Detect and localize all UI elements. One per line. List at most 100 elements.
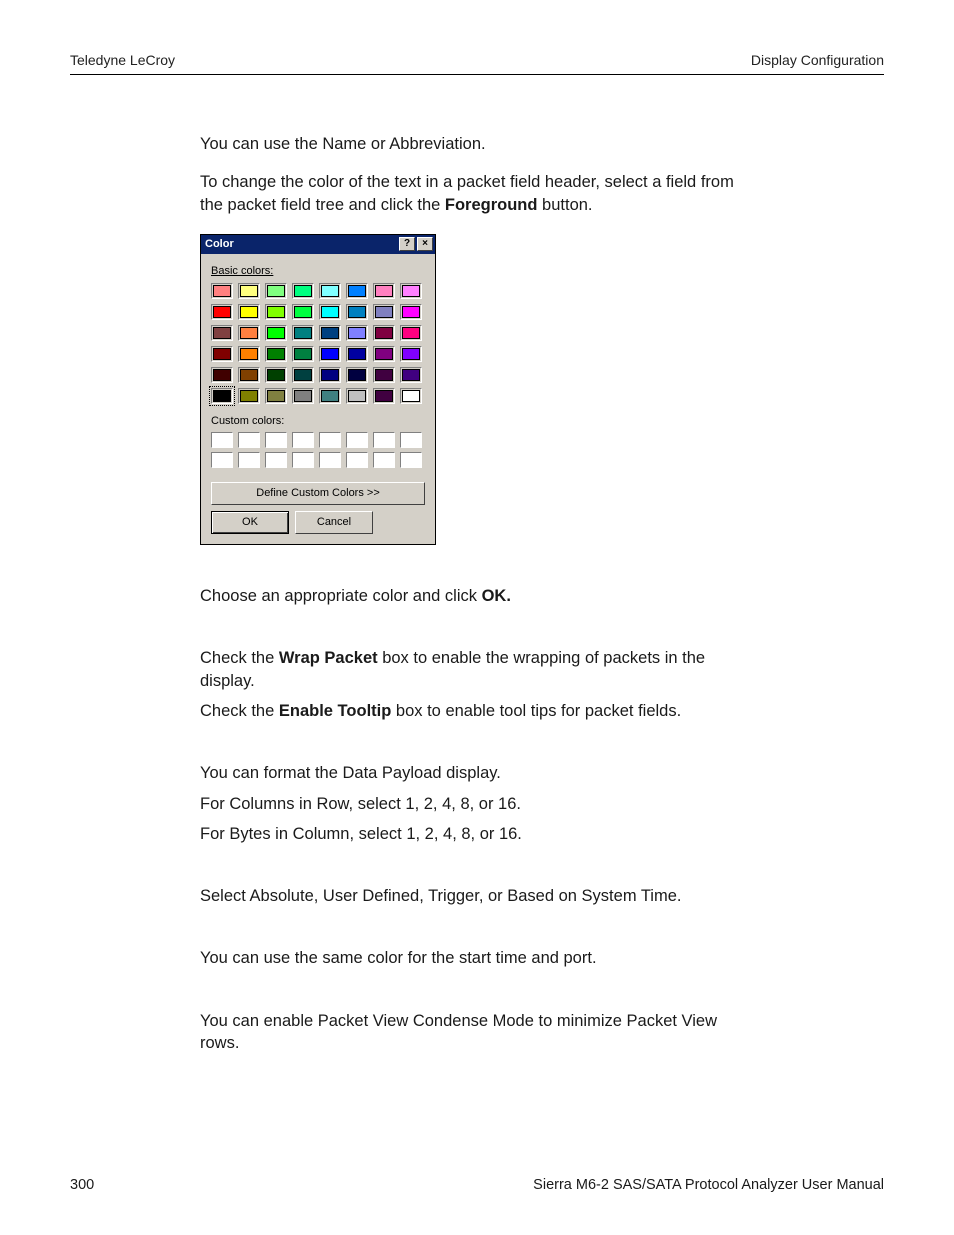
color-swatch[interactable]	[373, 283, 395, 299]
custom-color-swatch[interactable]	[346, 432, 368, 448]
color-swatch[interactable]	[346, 283, 368, 299]
paragraph: You can use the Name or Abbreviation.	[200, 133, 760, 155]
basic-colors-label: Basic colors:	[211, 264, 425, 279]
custom-color-swatch[interactable]	[346, 452, 368, 468]
custom-color-swatch[interactable]	[319, 452, 341, 468]
custom-color-swatch[interactable]	[373, 432, 395, 448]
color-swatch[interactable]	[265, 325, 287, 341]
text: Choose an appropriate color and click	[200, 587, 482, 605]
custom-color-swatch[interactable]	[265, 452, 287, 468]
text: box to enable tool tips for packet field…	[391, 702, 681, 720]
paragraph: To change the color of the text in a pac…	[200, 171, 760, 216]
color-swatch[interactable]	[319, 304, 341, 320]
color-swatch[interactable]	[292, 367, 314, 383]
bold-text: OK.	[482, 587, 511, 605]
paragraph: You can enable Packet View Condense Mode…	[200, 1010, 760, 1055]
bold-text: Enable Tooltip	[279, 702, 391, 720]
color-swatch[interactable]	[292, 388, 314, 404]
custom-color-swatch[interactable]	[373, 452, 395, 468]
color-swatch[interactable]	[211, 346, 233, 362]
color-swatch[interactable]	[265, 388, 287, 404]
color-swatch[interactable]	[265, 283, 287, 299]
color-swatch[interactable]	[400, 367, 422, 383]
color-swatch[interactable]	[319, 388, 341, 404]
color-swatch[interactable]	[400, 346, 422, 362]
color-swatch[interactable]	[211, 304, 233, 320]
paragraph: Check the Wrap Packet box to enable the …	[200, 647, 760, 692]
header-left: Teledyne LeCroy	[70, 52, 175, 68]
color-swatch[interactable]	[346, 304, 368, 320]
color-swatch[interactable]	[211, 283, 233, 299]
paragraph: For Columns in Row, select 1, 2, 4, 8, o…	[200, 793, 760, 815]
ok-button[interactable]: OK	[211, 511, 289, 534]
titlebar-buttons: ? ×	[397, 237, 433, 251]
paragraph: Choose an appropriate color and click OK…	[200, 585, 760, 607]
color-swatch[interactable]	[292, 283, 314, 299]
color-swatch[interactable]	[211, 367, 233, 383]
color-swatch[interactable]	[400, 283, 422, 299]
paragraph: For Bytes in Column, select 1, 2, 4, 8, …	[200, 823, 760, 845]
text: button.	[537, 196, 592, 214]
paragraph: You can format the Data Payload display.	[200, 762, 760, 784]
color-swatch[interactable]	[292, 346, 314, 362]
color-swatch[interactable]	[238, 304, 260, 320]
color-swatch[interactable]	[346, 388, 368, 404]
custom-color-swatch[interactable]	[211, 452, 233, 468]
color-swatch[interactable]	[238, 346, 260, 362]
page-number: 300	[70, 1177, 94, 1193]
color-swatch[interactable]	[238, 283, 260, 299]
color-swatch[interactable]	[400, 304, 422, 320]
color-swatch[interactable]	[265, 367, 287, 383]
custom-color-swatch[interactable]	[292, 432, 314, 448]
color-swatch[interactable]	[211, 325, 233, 341]
color-swatch[interactable]	[319, 283, 341, 299]
color-swatch[interactable]	[319, 346, 341, 362]
cancel-button[interactable]: Cancel	[295, 511, 373, 534]
color-swatch[interactable]	[292, 325, 314, 341]
custom-color-swatch[interactable]	[238, 452, 260, 468]
page-content: You can use the Name or Abbreviation. To…	[70, 75, 760, 1054]
paragraph: You can use the same color for the start…	[200, 947, 760, 969]
close-button[interactable]: ×	[417, 237, 433, 251]
color-swatch[interactable]	[373, 388, 395, 404]
text: Check the	[200, 649, 279, 667]
color-swatch[interactable]	[319, 325, 341, 341]
color-swatch[interactable]	[238, 367, 260, 383]
custom-colors-grid-2	[211, 452, 425, 468]
custom-color-swatch[interactable]	[400, 432, 422, 448]
help-button[interactable]: ?	[399, 237, 415, 251]
custom-colors-grid	[211, 432, 425, 448]
color-swatch[interactable]	[373, 346, 395, 362]
color-swatch[interactable]	[373, 367, 395, 383]
custom-color-swatch[interactable]	[292, 452, 314, 468]
color-swatch[interactable]	[211, 388, 233, 404]
color-swatch[interactable]	[400, 388, 422, 404]
color-dialog: Color ? × Basic colors: Custom colors: D…	[200, 234, 436, 545]
dialog-title: Color	[205, 237, 234, 252]
color-swatch[interactable]	[292, 304, 314, 320]
color-swatch[interactable]	[346, 346, 368, 362]
color-swatch[interactable]	[265, 304, 287, 320]
text: Check the	[200, 702, 279, 720]
custom-color-swatch[interactable]	[265, 432, 287, 448]
color-swatch[interactable]	[400, 325, 422, 341]
custom-colors-label: Custom colors:	[211, 414, 425, 429]
bold-text: Wrap Packet	[279, 649, 378, 667]
color-swatch[interactable]	[238, 325, 260, 341]
color-swatch[interactable]	[346, 325, 368, 341]
custom-color-swatch[interactable]	[319, 432, 341, 448]
define-custom-colors-button[interactable]: Define Custom Colors >>	[211, 482, 425, 505]
custom-color-swatch[interactable]	[211, 432, 233, 448]
manual-title: Sierra M6-2 SAS/SATA Protocol Analyzer U…	[533, 1177, 884, 1193]
dialog-titlebar[interactable]: Color ? ×	[201, 235, 435, 254]
custom-color-swatch[interactable]	[238, 432, 260, 448]
color-swatch[interactable]	[265, 346, 287, 362]
color-swatch[interactable]	[373, 304, 395, 320]
color-swatch[interactable]	[238, 388, 260, 404]
ok-cancel-row: OK Cancel	[211, 511, 425, 534]
header-right: Display Configuration	[751, 52, 884, 68]
color-swatch[interactable]	[346, 367, 368, 383]
custom-color-swatch[interactable]	[400, 452, 422, 468]
color-swatch[interactable]	[373, 325, 395, 341]
color-swatch[interactable]	[319, 367, 341, 383]
